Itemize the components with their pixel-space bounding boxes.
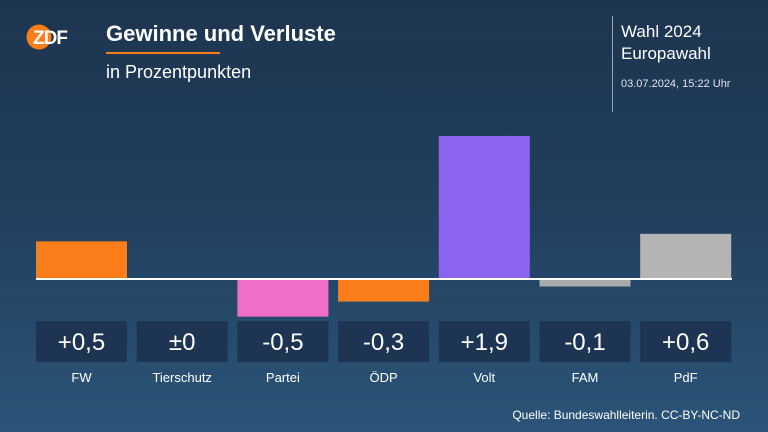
category-label-6: FAM xyxy=(572,370,599,385)
category-label-3: Partei xyxy=(266,370,300,385)
source-note: Quelle: Bundeswahlleiterin. CC-BY-NC-ND xyxy=(512,408,740,422)
title-underline xyxy=(106,52,220,54)
category-label-1: FW xyxy=(71,370,92,385)
bar-3 xyxy=(237,279,329,317)
value-box-5 xyxy=(438,321,530,362)
election-name: Europawahl xyxy=(621,44,711,63)
timestamp: 03.07.2024, 15:22 Uhr xyxy=(621,78,731,90)
category-label-5: Volt xyxy=(473,370,495,385)
bar-1 xyxy=(36,241,127,279)
chart-title: Gewinne und Verluste xyxy=(106,21,336,46)
bar-5 xyxy=(438,135,530,279)
value-box-2 xyxy=(136,321,228,362)
election-year: Wahl 2024 xyxy=(621,22,702,41)
category-label-4: ÖDP xyxy=(370,370,398,385)
value-box-1 xyxy=(36,321,127,362)
chart-subtitle: in Prozentpunkten xyxy=(106,62,252,82)
zdf-logo-text: ZDF xyxy=(33,28,67,49)
category-label-2: Tierschutz xyxy=(152,370,211,385)
value-label-2: ±0 xyxy=(169,329,196,356)
value-box-6 xyxy=(539,321,631,362)
value-label-5: +1,9 xyxy=(461,329,508,356)
value-label-4: -0,3 xyxy=(363,329,404,356)
bar-4 xyxy=(338,279,430,302)
info-divider xyxy=(612,16,613,112)
bar-6 xyxy=(539,279,631,287)
bar-7 xyxy=(640,233,732,279)
value-box-3 xyxy=(237,321,329,362)
value-label-7: +0,6 xyxy=(662,329,709,356)
value-box-7 xyxy=(640,321,732,362)
category-label-7: PdF xyxy=(674,370,698,385)
zdf-logo: ZDF xyxy=(26,24,82,50)
value-label-3: -0,5 xyxy=(262,329,303,356)
value-label-6: -0,1 xyxy=(564,329,605,356)
value-label-1: +0,5 xyxy=(58,329,105,356)
value-box-4 xyxy=(338,321,430,362)
